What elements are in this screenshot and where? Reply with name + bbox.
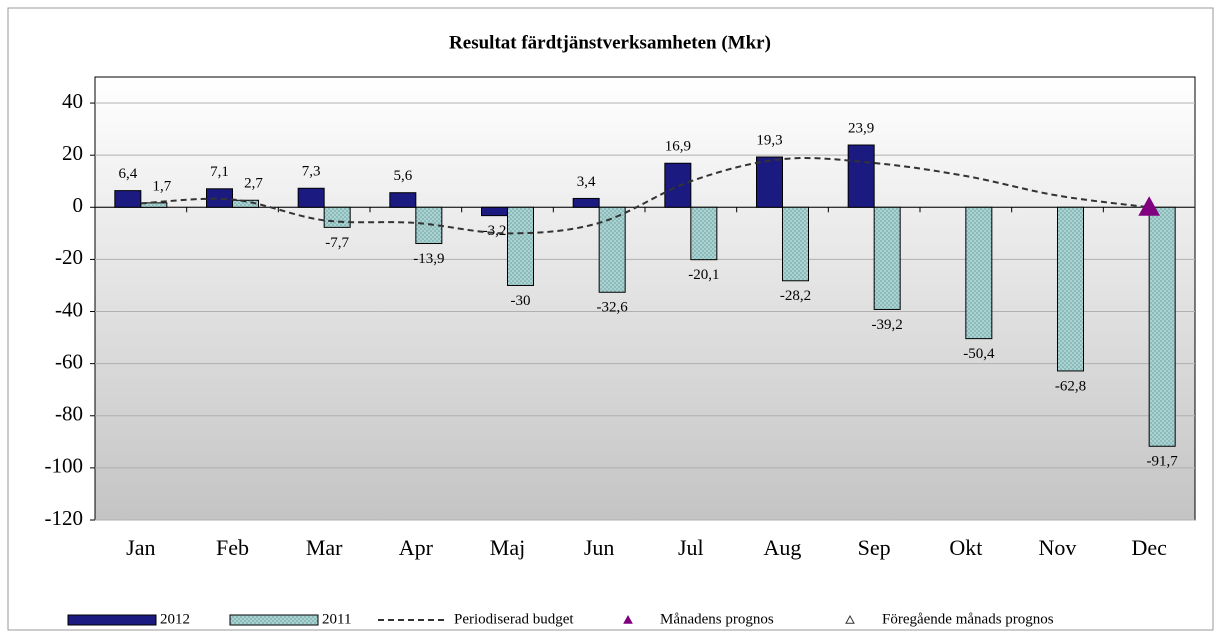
legend-label: 2011 (322, 611, 351, 627)
bar (873, 206, 901, 310)
data-label: 3,4 (577, 174, 596, 190)
legend-swatch (67, 614, 157, 626)
bar (598, 206, 626, 293)
bar (206, 188, 233, 208)
bar (297, 187, 325, 208)
data-label: 7,1 (210, 164, 229, 180)
y-tick-label: 40 (62, 89, 83, 113)
x-tick-label: Nov (1039, 535, 1077, 560)
bar (1148, 206, 1176, 447)
y-tick-label: 0 (73, 193, 84, 217)
x-tick-label: Maj (490, 535, 525, 560)
data-label: -62,8 (1055, 378, 1086, 394)
bar (1057, 206, 1084, 372)
y-tick-label: -20 (55, 245, 83, 269)
bar (756, 156, 783, 208)
x-tick-label: Apr (399, 535, 434, 560)
data-label: -7,7 (325, 235, 349, 251)
bar (664, 162, 692, 208)
bar (114, 190, 142, 208)
data-label: -32,6 (597, 300, 629, 316)
data-label: 23,9 (848, 120, 874, 136)
data-label: -30 (511, 293, 531, 309)
data-label: 6,4 (118, 166, 137, 182)
x-tick-label: Jan (126, 535, 155, 560)
bar (323, 206, 351, 228)
bar (690, 206, 718, 261)
data-label: 16,9 (665, 139, 691, 155)
data-label: 2,7 (244, 176, 263, 192)
y-tick-label: -80 (55, 402, 83, 426)
data-label: -50,4 (963, 346, 995, 362)
x-tick-label: Okt (949, 535, 982, 560)
x-tick-label: Jun (584, 535, 615, 560)
y-tick-label: -120 (45, 506, 84, 530)
data-label: -20,1 (688, 267, 719, 283)
bar (481, 206, 508, 217)
x-tick-label: Aug (764, 535, 802, 560)
x-tick-label: Sep (858, 535, 891, 560)
y-tick-label: -100 (45, 454, 84, 478)
chart-title: Resultat färdtjänstverksamheten (Mkr) (449, 32, 771, 53)
bar (782, 206, 809, 282)
bar (965, 206, 993, 340)
legend-label: 2012 (160, 611, 190, 627)
legend-label: Periodiserad budget (454, 611, 574, 627)
y-tick-label: -60 (55, 349, 83, 373)
bar (389, 192, 417, 208)
data-label: 19,3 (756, 132, 782, 148)
bar (507, 206, 534, 286)
data-label: -39,2 (872, 317, 903, 333)
data-label: -91,7 (1147, 454, 1179, 470)
data-label: 1,7 (152, 178, 171, 194)
plot-area (94, 76, 1196, 521)
legend-swatch (229, 614, 319, 626)
budget-line (140, 157, 1150, 235)
data-label: 7,3 (302, 164, 321, 180)
data-label: -28,2 (780, 288, 811, 304)
legend-label: Månadens prognos (660, 611, 774, 627)
bar (232, 199, 259, 208)
y-tick-label: 20 (62, 141, 83, 165)
legend-swatch (845, 614, 855, 624)
bar (415, 206, 443, 245)
data-label: -13,9 (413, 251, 444, 267)
legend-swatch (623, 614, 633, 624)
marker (1138, 196, 1161, 216)
bar (572, 197, 600, 208)
y-tick-label: -40 (55, 297, 83, 321)
bar (847, 144, 875, 208)
data-label: 5,6 (393, 168, 412, 184)
data-label: -3,2 (483, 223, 507, 239)
x-tick-label: Feb (216, 535, 249, 560)
x-tick-label: Mar (306, 535, 343, 560)
legend-label: Föregående månads prognos (882, 611, 1054, 627)
x-tick-label: Dec (1131, 535, 1167, 560)
x-tick-label: Jul (678, 535, 704, 560)
